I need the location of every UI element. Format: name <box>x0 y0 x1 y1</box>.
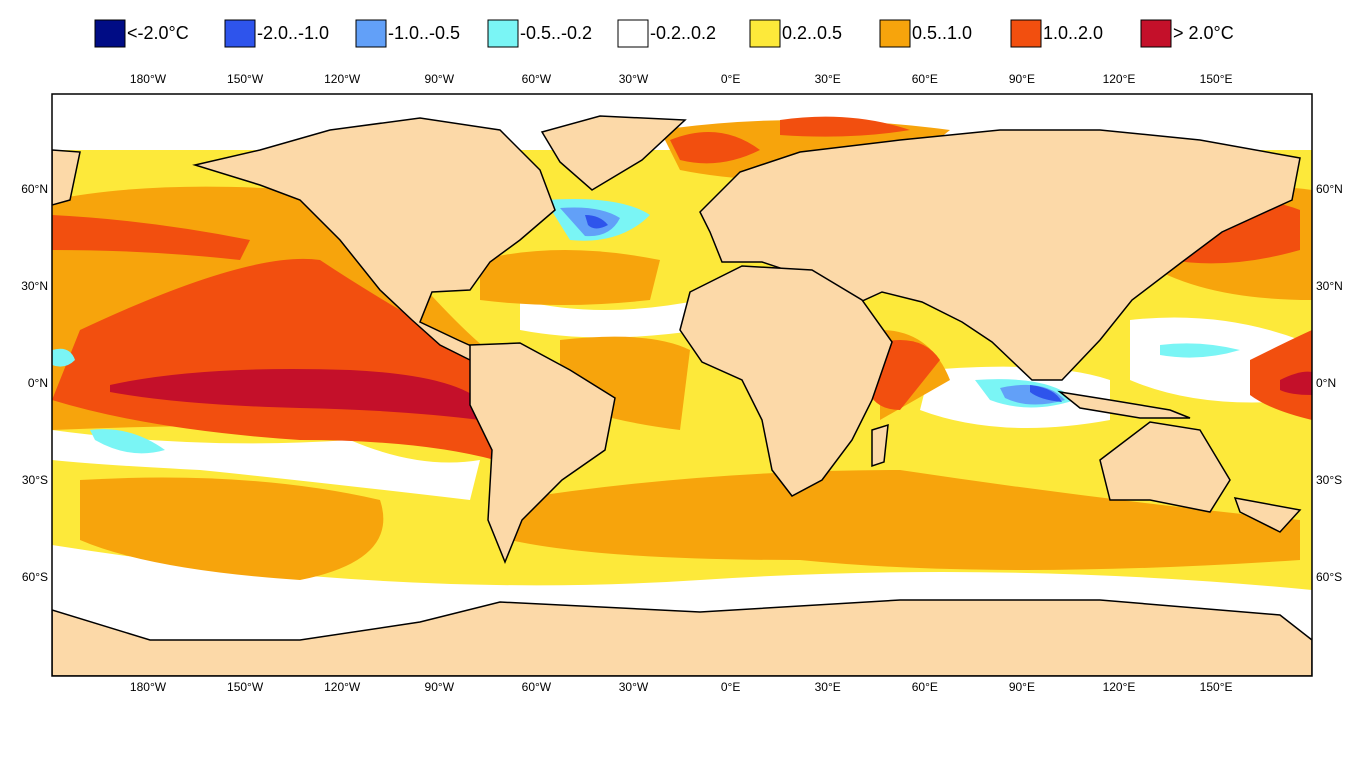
legend-label: <-2.0°C <box>127 23 189 43</box>
y-tick-label: 60°S <box>22 570 48 584</box>
land-antarctica <box>52 599 1312 676</box>
legend-swatch <box>879 19 911 48</box>
anomaly-area <box>52 215 250 260</box>
map <box>52 94 1312 676</box>
x-tick-label: 180°W <box>130 72 167 86</box>
x-tick-label: 60°E <box>912 72 938 86</box>
legend-label: -0.2..0.2 <box>650 23 716 43</box>
legend-swatch <box>224 19 256 48</box>
legend-swatch <box>94 19 126 48</box>
legend-swatch <box>749 19 781 48</box>
y-tick-label: 0°N <box>1316 376 1336 390</box>
land-indonesia <box>1057 390 1191 419</box>
land-africa <box>679 265 893 497</box>
x-tick-label: 90°W <box>425 72 455 86</box>
y-tick-label: 60°N <box>21 182 48 196</box>
x-tick-label: 30°W <box>619 680 649 694</box>
x-tick-label: 120°E <box>1103 680 1136 694</box>
anomaly-area <box>520 300 700 338</box>
y-tick-label: 60°N <box>1316 182 1343 196</box>
x-tick-label: 60°W <box>522 680 552 694</box>
legend-swatch <box>1140 19 1172 48</box>
legend-swatch <box>617 19 649 48</box>
land-north-america <box>192 117 556 361</box>
legend-swatch <box>1010 19 1042 48</box>
x-tick-label: 120°W <box>324 72 361 86</box>
legend-label: 0.5..1.0 <box>912 23 972 43</box>
x-tick-label: 90°W <box>425 680 455 694</box>
land <box>52 115 1312 676</box>
x-tick-label: 120°W <box>324 680 361 694</box>
land-greenland <box>540 115 687 191</box>
x-tick-label: 0°E <box>721 72 740 86</box>
x-tick-label: 0°E <box>721 680 740 694</box>
land-new-zealand <box>1233 497 1302 533</box>
legend-swatch <box>355 19 387 48</box>
y-tick-label: 60°S <box>1316 570 1342 584</box>
legend-label: -0.5..-0.2 <box>520 23 592 43</box>
anomaly-area <box>1250 330 1312 420</box>
land-south-america <box>469 342 616 564</box>
legend-label: -1.0..-0.5 <box>388 23 460 43</box>
y-tick-label: 30°N <box>21 279 48 293</box>
y-tick-label: 0°N <box>28 376 48 390</box>
legend-label: -2.0..-1.0 <box>257 23 329 43</box>
map-frame <box>51 93 1313 677</box>
anomaly-area <box>1280 371 1312 395</box>
land-madagascar <box>871 423 889 468</box>
anomaly-area <box>510 470 1300 570</box>
x-tick-label: 150°W <box>227 680 264 694</box>
y-tick-label: 30°N <box>1316 279 1343 293</box>
x-tick-label: 90°E <box>1009 72 1035 86</box>
land-asia-wrap <box>52 149 81 206</box>
x-tick-label: 60°E <box>912 680 938 694</box>
anomaly-area <box>670 116 910 164</box>
y-tick-label: 30°S <box>1316 473 1342 487</box>
anomaly-field <box>52 116 1312 620</box>
x-tick-label: 30°E <box>815 680 841 694</box>
anomaly-area <box>80 477 384 580</box>
anomaly-area <box>560 207 1065 405</box>
x-tick-label: 120°E <box>1103 72 1136 86</box>
axis-labels: 180°W 180°W 150°W 150°W 120°W 120°W 90°W 90°W 60… <box>21 72 1343 694</box>
legend-swatch <box>487 19 519 48</box>
x-tick-label: 30°E <box>815 72 841 86</box>
legend-label: > 2.0°C <box>1173 23 1234 43</box>
legend-label: 1.0..2.0 <box>1043 23 1103 43</box>
legend: <-2.0°C -2.0..-1.0 -1.0..-0.5 -0.5..-0.2 -0.… <box>94 19 1234 48</box>
anomaly-area <box>110 369 480 420</box>
x-tick-label: 150°E <box>1200 72 1233 86</box>
x-tick-label: 150°W <box>227 72 264 86</box>
legend-label: 0.2..0.5 <box>782 23 842 43</box>
x-tick-label: 30°W <box>619 72 649 86</box>
anomaly-area <box>480 250 660 305</box>
y-tick-label: 30°S <box>22 473 48 487</box>
land-australia <box>1099 421 1231 513</box>
x-tick-label: 180°W <box>130 680 167 694</box>
x-tick-label: 60°W <box>522 72 552 86</box>
x-tick-label: 150°E <box>1200 680 1233 694</box>
x-tick-label: 90°E <box>1009 680 1035 694</box>
